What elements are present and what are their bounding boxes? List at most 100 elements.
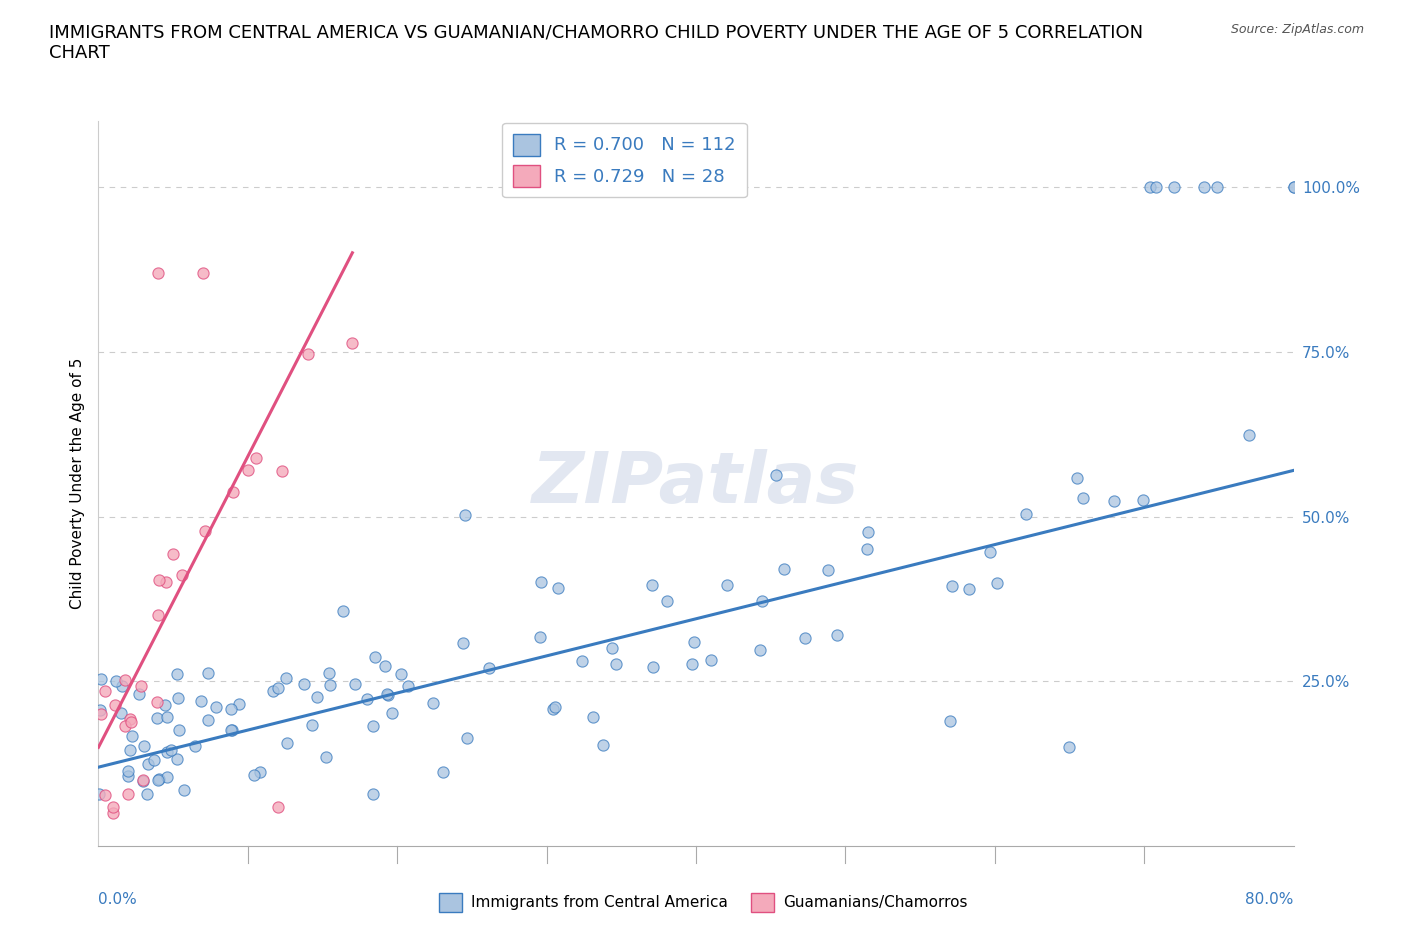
Point <box>1163 179 1185 194</box>
Point <box>132 774 155 789</box>
Text: Source: ZipAtlas.com: Source: ZipAtlas.com <box>1230 23 1364 36</box>
Point <box>793 631 815 646</box>
Point <box>162 547 184 562</box>
Point <box>197 665 219 680</box>
Point <box>156 744 179 759</box>
Point <box>451 636 474 651</box>
Point <box>117 786 139 801</box>
Point <box>146 694 169 709</box>
Point <box>90 671 112 686</box>
Point <box>111 678 134 693</box>
Point <box>374 658 396 673</box>
Point <box>530 575 553 590</box>
Point <box>184 738 207 753</box>
Point <box>979 545 1001 560</box>
Point <box>683 634 706 649</box>
Point <box>148 573 170 588</box>
Point <box>89 703 111 718</box>
Point <box>136 756 159 771</box>
Point <box>153 698 176 712</box>
Point <box>148 607 170 622</box>
Point <box>1192 179 1215 194</box>
Point <box>167 723 190 737</box>
Point <box>118 743 141 758</box>
Point <box>541 702 564 717</box>
Point <box>1282 179 1305 194</box>
Point <box>361 718 384 733</box>
Point <box>957 581 980 596</box>
Point <box>456 730 478 745</box>
Point <box>375 686 398 701</box>
Point <box>396 679 419 694</box>
Point <box>342 336 364 351</box>
Point <box>529 630 551 644</box>
Point <box>986 576 1008 591</box>
Point <box>751 593 773 608</box>
Point <box>454 508 477 523</box>
Point <box>544 699 567 714</box>
Point <box>941 579 963 594</box>
Point <box>276 736 298 751</box>
Point <box>600 641 623 656</box>
Legend: Immigrants from Central America, Guamanians/Chamorros: Immigrants from Central America, Guamani… <box>433 887 973 918</box>
Point <box>238 462 260 477</box>
Point <box>148 771 170 786</box>
Point <box>1102 494 1125 509</box>
Point <box>142 752 165 767</box>
Point <box>245 450 267 465</box>
Point <box>749 643 772 658</box>
Point <box>110 706 132 721</box>
Point <box>655 593 678 608</box>
Point <box>389 667 412 682</box>
Point <box>716 578 738 592</box>
Point <box>103 806 125 821</box>
Point <box>243 768 266 783</box>
Point <box>190 693 212 708</box>
Point <box>301 718 323 733</box>
Point <box>297 347 319 362</box>
Point <box>315 750 337 764</box>
Point <box>221 723 243 737</box>
Point <box>571 653 593 668</box>
Point <box>1071 491 1094 506</box>
Point <box>1139 179 1161 194</box>
Point <box>128 686 150 701</box>
Point <box>117 764 139 778</box>
Point <box>205 699 228 714</box>
Point <box>1059 740 1081 755</box>
Point <box>1066 471 1088 485</box>
Point <box>145 711 167 725</box>
Point <box>228 697 250 711</box>
Point <box>191 265 214 280</box>
Point <box>104 698 127 712</box>
Point <box>592 737 614 752</box>
Point <box>547 581 569 596</box>
Point <box>146 773 169 788</box>
Point <box>135 786 157 801</box>
Point <box>319 677 342 692</box>
Point <box>274 671 297 685</box>
Point <box>114 672 136 687</box>
Point <box>364 649 387 664</box>
Point <box>167 691 190 706</box>
Point <box>307 690 329 705</box>
Point <box>765 468 787 483</box>
Point <box>817 563 839 578</box>
Point <box>292 676 315 691</box>
Point <box>681 657 703 671</box>
Point <box>94 684 117 698</box>
Point <box>197 712 219 727</box>
Text: 80.0%: 80.0% <box>1246 893 1294 908</box>
Point <box>117 768 139 783</box>
Point <box>478 661 501 676</box>
Point <box>856 541 879 556</box>
Point <box>1282 179 1305 194</box>
Point <box>343 676 366 691</box>
Y-axis label: Child Poverty Under the Age of 5: Child Poverty Under the Age of 5 <box>69 358 84 609</box>
Text: IMMIGRANTS FROM CENTRAL AMERICA VS GUAMANIAN/CHAMORRO CHILD POVERTY UNDER THE AG: IMMIGRANTS FROM CENTRAL AMERICA VS GUAMA… <box>49 23 1143 62</box>
Point <box>166 666 188 681</box>
Point <box>271 464 294 479</box>
Point <box>356 691 378 706</box>
Point <box>641 659 664 674</box>
Point <box>103 799 125 814</box>
